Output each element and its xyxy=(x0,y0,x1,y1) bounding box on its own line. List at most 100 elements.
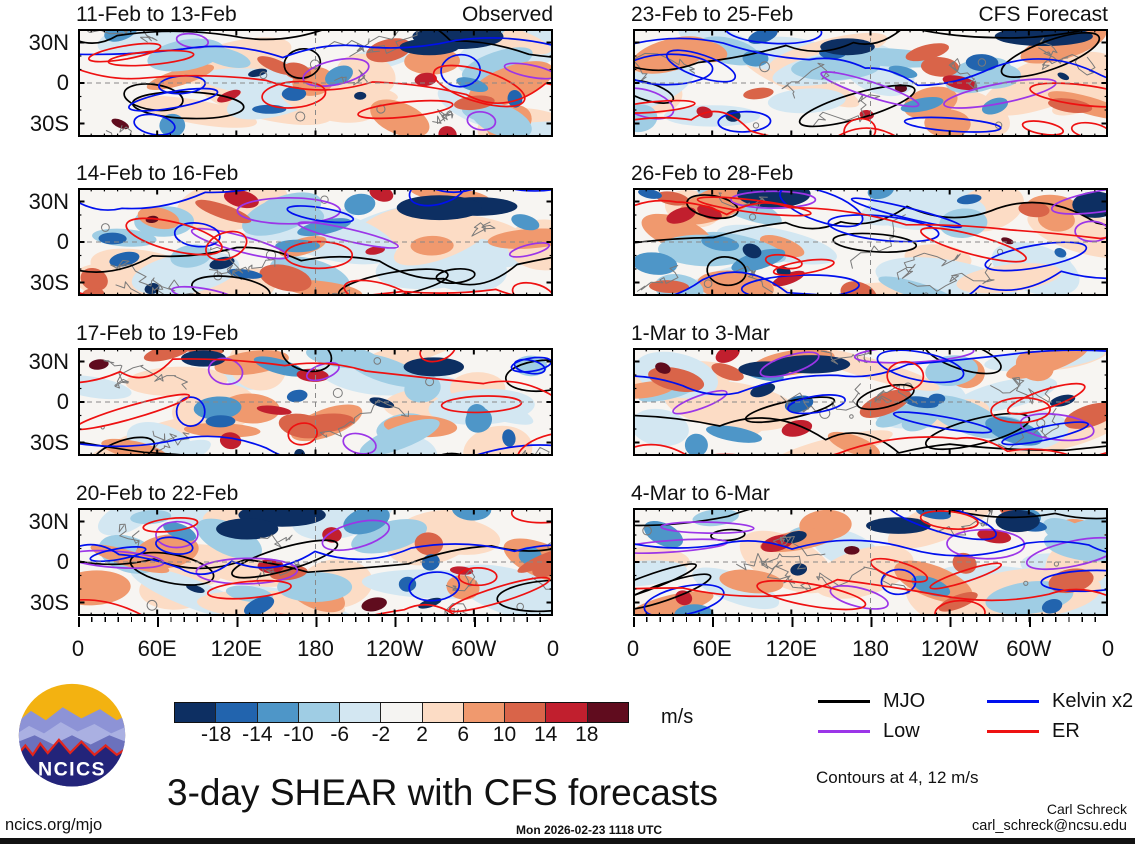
colorbar-cell xyxy=(545,703,587,722)
site-url: ncics.org/mjo xyxy=(5,816,103,834)
contours-note: Contours at 4, 12 m/s xyxy=(816,768,979,787)
colorbar-cell xyxy=(462,703,505,722)
timestamp: Mon 2026-02-23 1118 UTC xyxy=(516,823,663,837)
x-tick-label: 60W xyxy=(1006,636,1052,661)
map-panel-observed-2: 14-Feb to 16-Feb 30N 0 30S xyxy=(29,162,553,296)
panel-title: 14-Feb to 16-Feb xyxy=(76,162,239,185)
colorbar-cell xyxy=(297,703,340,722)
legend-label: Kelvin x2 xyxy=(1052,690,1134,712)
y-tick-label: 0 xyxy=(56,70,69,95)
y-tick-label: 30N xyxy=(28,509,69,534)
colorbar-tick-label: 2 xyxy=(416,723,428,746)
panel-title: 20-Feb to 22-Feb xyxy=(76,482,239,505)
panel-title: 4-Mar to 6-Mar xyxy=(631,482,770,505)
map-panel-forecast-4: 4-Mar to 6-Mar xyxy=(631,482,1108,616)
x-tick-label: 60W xyxy=(451,636,497,661)
x-tick-label: 0 xyxy=(1101,636,1115,661)
colorbar-tick-label: 10 xyxy=(492,723,517,746)
column-header-forecast: CFS Forecast xyxy=(978,3,1108,26)
colorbar-tick-label: 6 xyxy=(457,723,470,746)
map-panel-forecast-1: 23-Feb to 25-Feb CFS Forecast xyxy=(631,3,1108,137)
panel-title: 23-Feb to 25-Feb xyxy=(631,3,794,26)
y-tick-label: 30S xyxy=(29,270,69,295)
legend-line-er xyxy=(987,730,1039,733)
legend-line-low xyxy=(818,730,870,733)
x-tick-label: 180 xyxy=(297,636,334,661)
legend-label: MJO xyxy=(883,690,926,712)
colorbar-tick-label: -2 xyxy=(371,723,391,746)
colorbar-cell xyxy=(421,703,463,722)
colorbar-tick-label: -18 xyxy=(200,723,232,746)
y-tick-label: 30S xyxy=(29,590,69,615)
legend-item-er: ER xyxy=(987,720,1080,743)
x-tick-label: 60E xyxy=(692,636,732,661)
colorbar-cell xyxy=(339,703,381,722)
legend-item-mjo: MJO xyxy=(818,690,925,713)
logo-text: NCICS xyxy=(38,758,106,780)
colorbar-cell xyxy=(215,703,257,722)
x-axis-right: 0 60E 120E 180 120W 60W 0 xyxy=(627,616,1114,668)
colorbar-tick-label: 14 xyxy=(533,723,558,746)
legend-line-mjo xyxy=(818,700,870,703)
figure-title: 3-day SHEAR with CFS forecasts xyxy=(167,772,719,813)
x-tick-label: 180 xyxy=(852,636,889,661)
map-panel-forecast-2: 26-Feb to 28-Feb xyxy=(631,162,1108,296)
x-tick-label: 0 xyxy=(546,636,560,661)
y-tick-label: 30S xyxy=(29,430,69,455)
column-header-observed: Observed xyxy=(461,3,553,26)
contour-map xyxy=(633,508,1108,616)
colorbar-tick-label: -6 xyxy=(330,723,350,746)
x-tick-label: 120W xyxy=(365,636,424,661)
legend-item-low: Low xyxy=(818,720,920,743)
map-panel-observed-4: 20-Feb to 22-Feb 30N 0 30S xyxy=(29,482,553,616)
x-axis-left: 0 60E 120E 180 120W 60W 0 xyxy=(72,616,559,668)
y-tick-label: 30N xyxy=(28,349,69,374)
author-name: Carl Schreck xyxy=(1046,801,1127,817)
y-tick-label: 30N xyxy=(28,189,69,214)
colorbar-cell xyxy=(586,703,628,722)
legend-item-kelvin: Kelvin x2 xyxy=(987,690,1133,713)
x-tick-label: 0 xyxy=(626,636,640,661)
legend-label: Low xyxy=(883,720,920,742)
colorbar-unit: m/s xyxy=(661,706,694,728)
map-panel-forecast-3: 1-Mar to 3-Mar xyxy=(631,322,1108,456)
contour-map xyxy=(78,508,553,616)
map-panel-observed-3: 17-Feb to 19-Feb 30N 0 30S xyxy=(29,322,553,456)
y-tick-label: 30S xyxy=(29,111,69,136)
contour-map xyxy=(633,348,1108,456)
colorbar-tick-label: -14 xyxy=(242,723,273,746)
colorbar-tick-labels: -18 -14 -10 -6 -2 2 6 10 14 18 xyxy=(175,723,628,751)
panel-title: 26-Feb to 28-Feb xyxy=(631,162,794,185)
colorbar-cell xyxy=(175,703,216,722)
contour-map xyxy=(633,188,1108,296)
bottom-bar xyxy=(0,838,1135,844)
x-axis-ticks xyxy=(78,617,553,627)
panel-title: 1-Mar to 3-Mar xyxy=(631,322,770,345)
y-tick-label: 30N xyxy=(28,30,69,55)
y-tick-label: 0 xyxy=(56,229,69,254)
x-tick-label: 120E xyxy=(210,636,263,661)
legend-label: ER xyxy=(1052,720,1080,742)
x-tick-label: 60E xyxy=(137,636,177,661)
panel-title: 11-Feb to 13-Feb xyxy=(76,3,237,26)
colorbar-tick-label: -10 xyxy=(283,723,314,746)
colorbar-cell xyxy=(256,703,298,722)
contour-map xyxy=(633,29,1108,137)
x-axis-ticks xyxy=(633,617,1108,627)
colorbar-cell xyxy=(380,703,422,722)
ncics-logo: NCICS xyxy=(18,683,126,787)
legend-line-kelvin xyxy=(987,700,1039,703)
y-tick-label: 0 xyxy=(56,549,69,574)
author-email: carl_schreck@ncsu.edu xyxy=(972,818,1127,834)
colorbar-tick-label: 18 xyxy=(575,723,599,746)
map-panel-observed-1: 11-Feb to 13-Feb Observed 30N 0 30S xyxy=(29,3,553,137)
contour-map xyxy=(78,29,553,137)
y-tick-label: 0 xyxy=(56,389,69,414)
x-tick-label: 120W xyxy=(920,636,979,661)
contour-map xyxy=(78,188,553,296)
contour-map xyxy=(78,348,553,456)
x-tick-label: 120E xyxy=(765,636,818,661)
x-tick-label: 0 xyxy=(71,636,85,661)
panel-title: 17-Feb to 19-Feb xyxy=(76,322,239,345)
